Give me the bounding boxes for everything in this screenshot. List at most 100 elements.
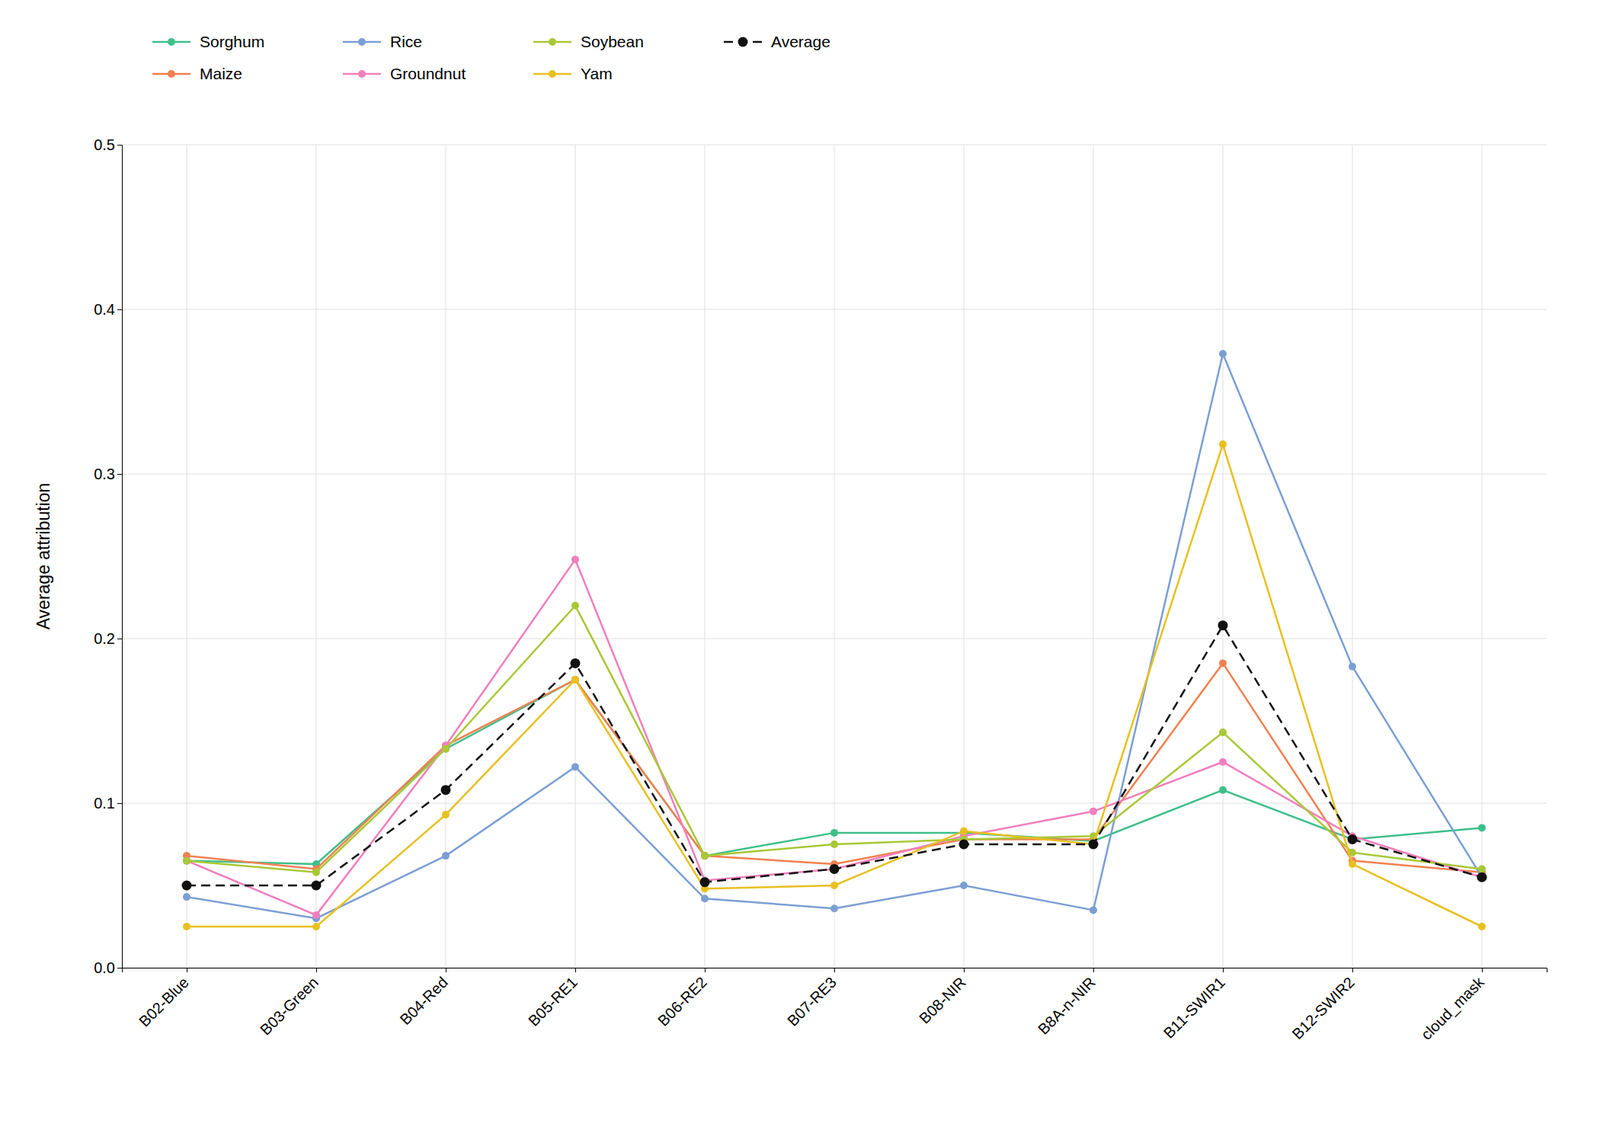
series-point <box>1089 807 1098 816</box>
x-tick-label: B8A-n-NIR <box>1034 973 1099 1038</box>
x-tick: B03-Green <box>256 967 322 1039</box>
series-line <box>186 605 1482 873</box>
series-point <box>960 881 968 890</box>
x-tick-label: B08-NIR <box>915 973 970 1028</box>
x-tick-mark <box>445 967 447 973</box>
series <box>182 620 1488 890</box>
x-tick-mark <box>1352 967 1354 973</box>
y-tick: 0.3 <box>93 465 122 483</box>
series-point <box>311 880 322 891</box>
y-tick-label: 0.5 <box>93 136 116 154</box>
series <box>182 659 1486 876</box>
plot: 0.00.10.20.30.40.5B02-BlueB03-GreenB04-R… <box>93 136 1547 1044</box>
series-point <box>570 658 581 669</box>
series-group <box>182 349 1488 931</box>
y-tick: 0.2 <box>93 630 122 647</box>
series-line <box>186 444 1482 927</box>
grid-line <box>1222 144 1224 968</box>
x-tick-mark <box>186 967 188 973</box>
legend-item: Sorghum <box>152 32 265 51</box>
y-axis-title: Average attribution <box>33 483 54 631</box>
series-point <box>700 894 709 903</box>
y-tick-label: 0.4 <box>93 300 116 318</box>
legend-label: Rice <box>390 32 423 51</box>
series <box>182 555 1486 919</box>
chart: 0.00.10.20.30.40.5B02-BlueB03-GreenB04-R… <box>0 0 1600 1143</box>
y-tick: 0.1 <box>93 794 122 812</box>
series-point <box>1219 440 1227 448</box>
x-tick-mark <box>963 967 965 973</box>
series-line <box>186 679 1482 864</box>
series-point <box>1219 786 1227 794</box>
series-point <box>1348 860 1357 868</box>
grid-line <box>445 144 447 968</box>
series-point <box>182 857 191 865</box>
x-tick-label: cloud_mask <box>1417 972 1488 1044</box>
series-point <box>1478 864 1486 873</box>
x-tick-label: B05-RE1 <box>524 973 581 1030</box>
y-tick-label: 0.2 <box>93 630 116 647</box>
series-point <box>441 745 450 753</box>
series-point <box>571 675 580 684</box>
grid <box>121 144 1547 968</box>
series-point <box>1219 659 1227 667</box>
legend-marker <box>358 38 366 46</box>
series <box>182 601 1486 877</box>
y-tick-mark <box>117 144 122 146</box>
legend-label: Soybean <box>580 32 644 51</box>
x-tick-label: B04-Red <box>396 973 451 1028</box>
legend-item: Average <box>723 32 831 51</box>
series-point <box>571 555 580 564</box>
series-point <box>571 675 580 684</box>
x-tick-label: B12-SWIR2 <box>1289 973 1358 1043</box>
series-point <box>441 745 450 753</box>
series-point <box>700 851 709 860</box>
x-tick-mark <box>704 967 706 973</box>
series-point <box>1477 872 1488 883</box>
y-axis-line <box>117 145 123 969</box>
series-line <box>186 625 1482 886</box>
x-tick-mark <box>1222 967 1224 973</box>
x-tick: B04-Red <box>396 967 451 1028</box>
x-tick-mark <box>834 967 836 973</box>
y-tick-label: 0.0 <box>93 959 116 976</box>
grid-line <box>704 144 706 968</box>
series-point <box>571 601 580 610</box>
series-line <box>186 353 1482 919</box>
legend-marker <box>167 70 176 78</box>
legend-marker <box>358 70 366 78</box>
x-axis-line <box>122 968 1548 973</box>
legend-label: Maize <box>199 64 243 83</box>
series-point <box>700 851 709 860</box>
y-tick-label: 0.3 <box>93 465 116 483</box>
series-point <box>182 857 191 865</box>
legend-label: Yam <box>580 64 613 83</box>
x-tick-label: B07-RE3 <box>784 973 840 1030</box>
series-point <box>829 864 840 874</box>
series-point <box>1219 758 1227 766</box>
legend-label: Groundnut <box>390 64 466 83</box>
x-axis: B02-BlueB03-GreenB04-RedB05-RE1B06-RE2B0… <box>122 967 1548 1044</box>
series-point <box>700 851 709 860</box>
series-point <box>1478 823 1486 832</box>
grid-line <box>1481 144 1483 968</box>
y-tick: 0.4 <box>93 300 122 318</box>
series-point <box>312 922 320 931</box>
legend: Sorghum Maize Rice Groundnut Soybean Yam Avera… <box>152 32 831 83</box>
series-point <box>830 840 839 848</box>
x-tick: B11-SWIR1 <box>1160 967 1229 1042</box>
series-point <box>959 839 970 850</box>
series-point <box>571 675 580 684</box>
series-point <box>1088 839 1099 850</box>
x-tick: B12-SWIR2 <box>1289 967 1358 1043</box>
series <box>182 349 1486 922</box>
legend-item: Maize <box>152 64 243 83</box>
series-point <box>830 828 839 837</box>
x-tick: B06-RE2 <box>654 967 711 1030</box>
series-point <box>182 892 191 901</box>
series-point <box>182 880 192 891</box>
series-point <box>1219 349 1227 358</box>
series-point <box>700 876 711 887</box>
x-tick-label: B11-SWIR1 <box>1160 973 1229 1042</box>
series-line <box>186 559 1482 916</box>
